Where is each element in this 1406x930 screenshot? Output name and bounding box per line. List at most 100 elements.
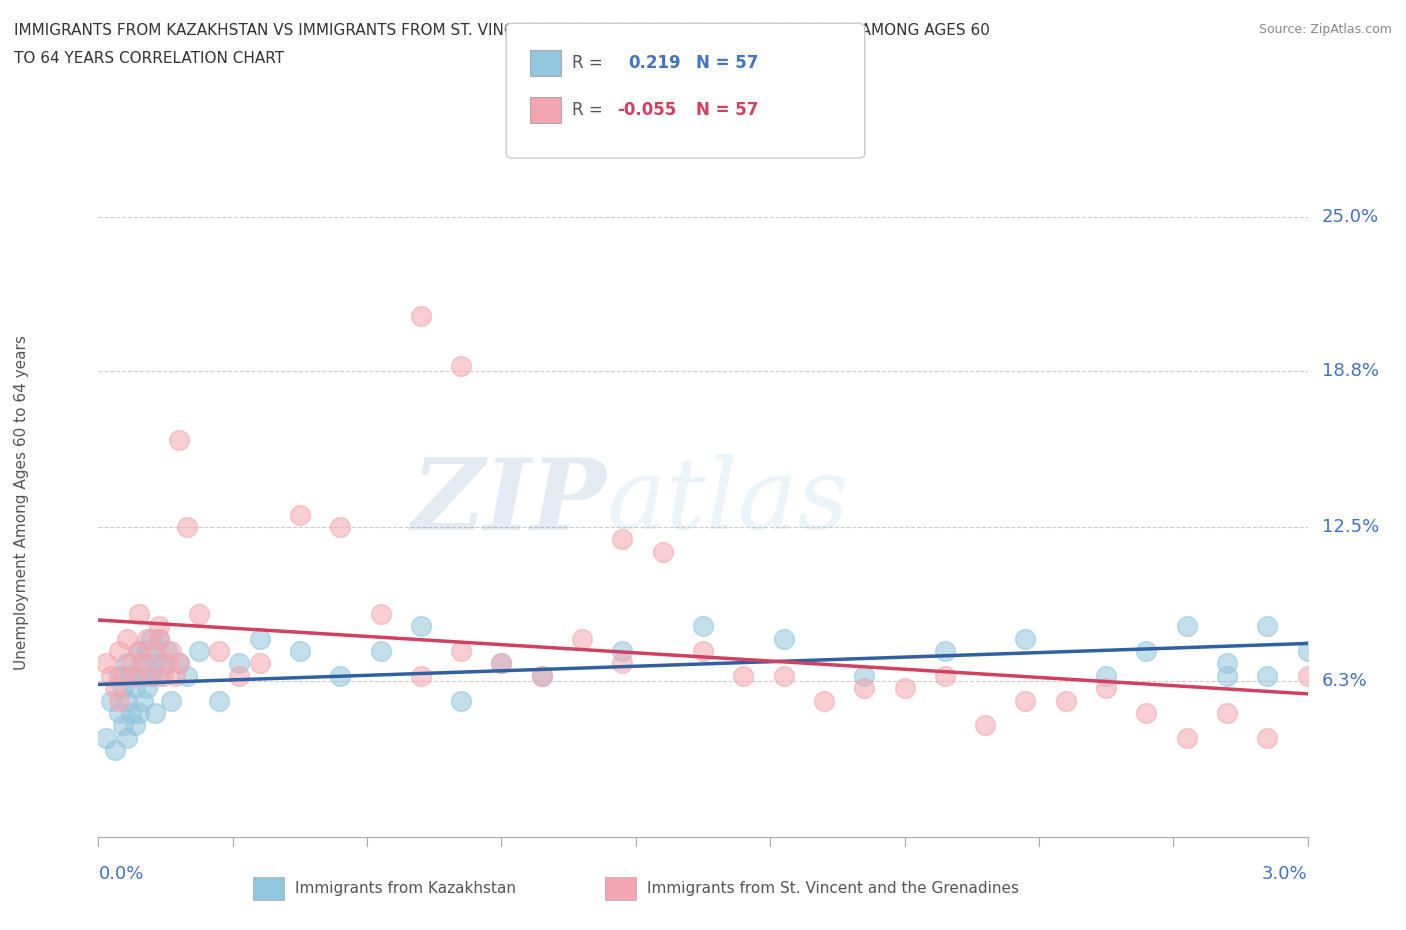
Point bbox=[148, 669, 170, 684]
Point bbox=[176, 520, 198, 535]
Point bbox=[96, 730, 118, 745]
Point bbox=[612, 644, 634, 658]
Text: 0.219: 0.219 bbox=[628, 54, 681, 73]
Point bbox=[249, 656, 271, 671]
Point bbox=[148, 631, 170, 646]
Point bbox=[530, 669, 553, 684]
Point bbox=[160, 644, 183, 658]
Point bbox=[329, 520, 352, 535]
Point bbox=[1216, 656, 1239, 671]
Text: 12.5%: 12.5% bbox=[1322, 518, 1379, 536]
Point bbox=[176, 669, 198, 684]
Point bbox=[612, 656, 634, 671]
Point bbox=[1054, 693, 1077, 708]
Point bbox=[1296, 669, 1319, 684]
Point bbox=[139, 669, 162, 684]
Point bbox=[934, 669, 956, 684]
Point bbox=[530, 669, 553, 684]
Point bbox=[853, 669, 876, 684]
Text: Immigrants from St. Vincent and the Grenadines: Immigrants from St. Vincent and the Gren… bbox=[647, 881, 1019, 896]
Point bbox=[409, 618, 432, 633]
Point bbox=[208, 693, 231, 708]
Point bbox=[450, 693, 472, 708]
Point bbox=[692, 618, 714, 633]
Point bbox=[450, 644, 472, 658]
Point bbox=[1175, 730, 1198, 745]
Point bbox=[772, 669, 794, 684]
Point bbox=[329, 669, 352, 684]
Point bbox=[100, 693, 122, 708]
Point bbox=[228, 669, 250, 684]
Point bbox=[853, 681, 876, 696]
Point bbox=[152, 656, 174, 671]
Point bbox=[893, 681, 915, 696]
Point bbox=[1095, 669, 1118, 684]
Text: N = 57: N = 57 bbox=[696, 54, 758, 73]
Point bbox=[612, 532, 634, 547]
Point bbox=[450, 358, 472, 373]
Point bbox=[1296, 644, 1319, 658]
Text: N = 57: N = 57 bbox=[696, 100, 758, 119]
Point bbox=[115, 656, 138, 671]
Point bbox=[651, 544, 673, 559]
Point bbox=[111, 669, 134, 684]
Point bbox=[1014, 693, 1036, 708]
Point bbox=[188, 644, 211, 658]
Point bbox=[288, 644, 311, 658]
Point bbox=[571, 631, 593, 646]
Point bbox=[156, 656, 179, 671]
Point bbox=[120, 669, 142, 684]
Point bbox=[139, 669, 162, 684]
Point bbox=[772, 631, 794, 646]
Point bbox=[370, 606, 392, 621]
Point bbox=[143, 644, 166, 658]
Point bbox=[115, 693, 138, 708]
Point bbox=[135, 644, 157, 658]
Point bbox=[1216, 706, 1239, 721]
Text: Unemployment Among Ages 60 to 64 years: Unemployment Among Ages 60 to 64 years bbox=[14, 335, 28, 670]
Point bbox=[167, 432, 190, 447]
Point bbox=[128, 669, 150, 684]
Point bbox=[156, 644, 179, 658]
Point bbox=[228, 656, 250, 671]
Point bbox=[143, 706, 166, 721]
Point bbox=[692, 644, 714, 658]
Point bbox=[1256, 730, 1278, 745]
Point bbox=[107, 693, 129, 708]
Point bbox=[103, 681, 125, 696]
Point bbox=[128, 644, 150, 658]
Point bbox=[135, 631, 157, 646]
Point bbox=[409, 669, 432, 684]
Text: R =: R = bbox=[572, 100, 609, 119]
Text: -0.055: -0.055 bbox=[617, 100, 676, 119]
Point bbox=[107, 706, 129, 721]
Point bbox=[132, 656, 155, 671]
Point bbox=[1014, 631, 1036, 646]
Text: Immigrants from Kazakhstan: Immigrants from Kazakhstan bbox=[295, 881, 516, 896]
Point bbox=[148, 631, 170, 646]
Point bbox=[124, 669, 146, 684]
Point bbox=[370, 644, 392, 658]
Point bbox=[934, 644, 956, 658]
Point bbox=[249, 631, 271, 646]
Point bbox=[409, 309, 432, 324]
Text: atlas: atlas bbox=[606, 455, 849, 550]
Text: ZIP: ZIP bbox=[412, 454, 606, 551]
Point bbox=[111, 681, 134, 696]
Point bbox=[139, 631, 162, 646]
Point bbox=[135, 681, 157, 696]
Point bbox=[132, 656, 155, 671]
Point bbox=[128, 606, 150, 621]
Point bbox=[111, 718, 134, 733]
Point bbox=[143, 656, 166, 671]
Text: R =: R = bbox=[572, 54, 613, 73]
Text: 25.0%: 25.0% bbox=[1322, 208, 1379, 226]
Point bbox=[167, 656, 190, 671]
Point bbox=[128, 706, 150, 721]
Point bbox=[120, 656, 142, 671]
Point bbox=[974, 718, 997, 733]
Point bbox=[160, 693, 183, 708]
Point bbox=[1095, 681, 1118, 696]
Point bbox=[1216, 669, 1239, 684]
Point bbox=[100, 669, 122, 684]
